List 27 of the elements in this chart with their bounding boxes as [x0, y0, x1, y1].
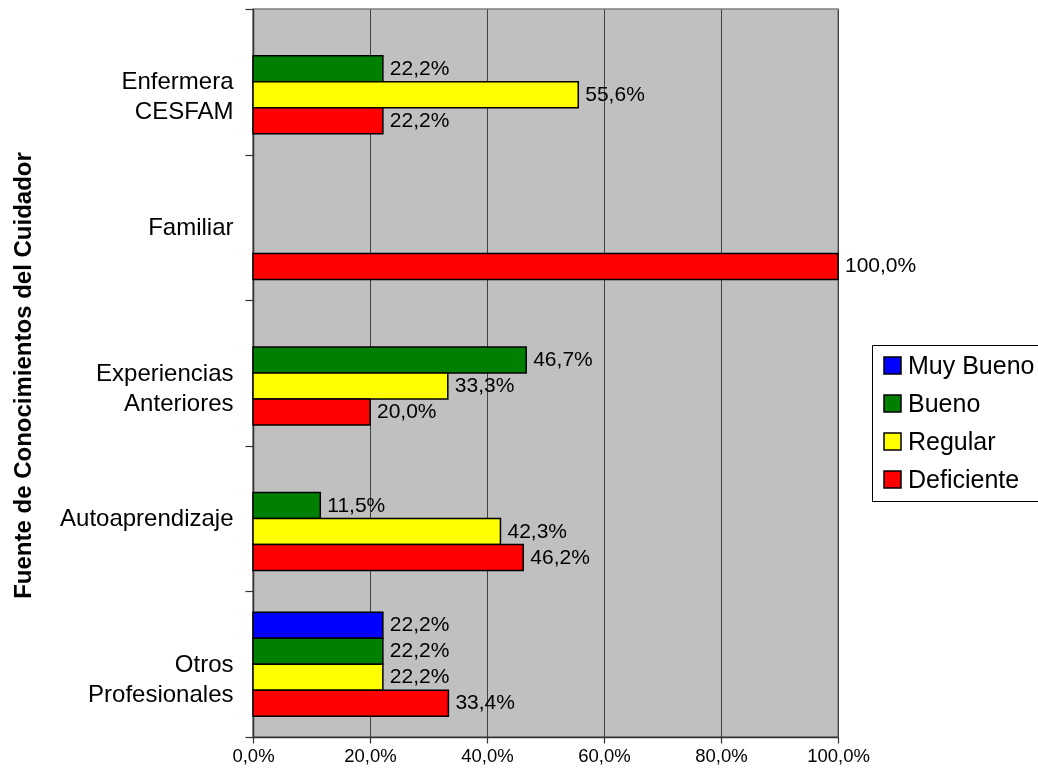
x-tick-label: 100,0% — [807, 744, 870, 766]
legend-label: Deficiente — [908, 464, 1020, 493]
data-label: 46,7% — [533, 347, 593, 370]
bar — [252, 252, 839, 281]
x-tick-label: 60,0% — [578, 744, 631, 766]
data-label: 100,0% — [845, 253, 917, 277]
legend-label: Regular — [908, 426, 996, 455]
data-label: 22,2% — [389, 55, 450, 79]
data-label: 22,2% — [389, 638, 450, 662]
legend-label: Muy Bueno — [908, 350, 1035, 379]
data-label: 22,2% — [389, 612, 450, 636]
data-label: 20,0% — [377, 399, 437, 422]
y-axis-title: Fuente de Conocimientos del Cuidador — [8, 152, 36, 599]
data-label: 46,2% — [530, 544, 590, 568]
y-tick-label: Autoaprendizaje — [60, 504, 234, 532]
data-label: 22,2% — [389, 107, 450, 131]
legend-label: Bueno — [908, 388, 981, 417]
y-tick-label: Experiencias Anteriores — [96, 358, 234, 416]
data-label: 22,2% — [389, 664, 450, 688]
x-tick-label: 40,0% — [461, 744, 514, 766]
y-tick-label: Familiar — [148, 212, 234, 240]
y-tick-label: Enfermera CESFAM — [121, 67, 235, 125]
x-tick-label: 0,0% — [232, 744, 275, 766]
x-tick-label: 80,0% — [695, 744, 748, 766]
x-tick-label: 20,0% — [344, 744, 397, 766]
data-label: 42,3% — [507, 518, 567, 542]
y-tick-label: Otros Profesionales — [88, 649, 234, 707]
